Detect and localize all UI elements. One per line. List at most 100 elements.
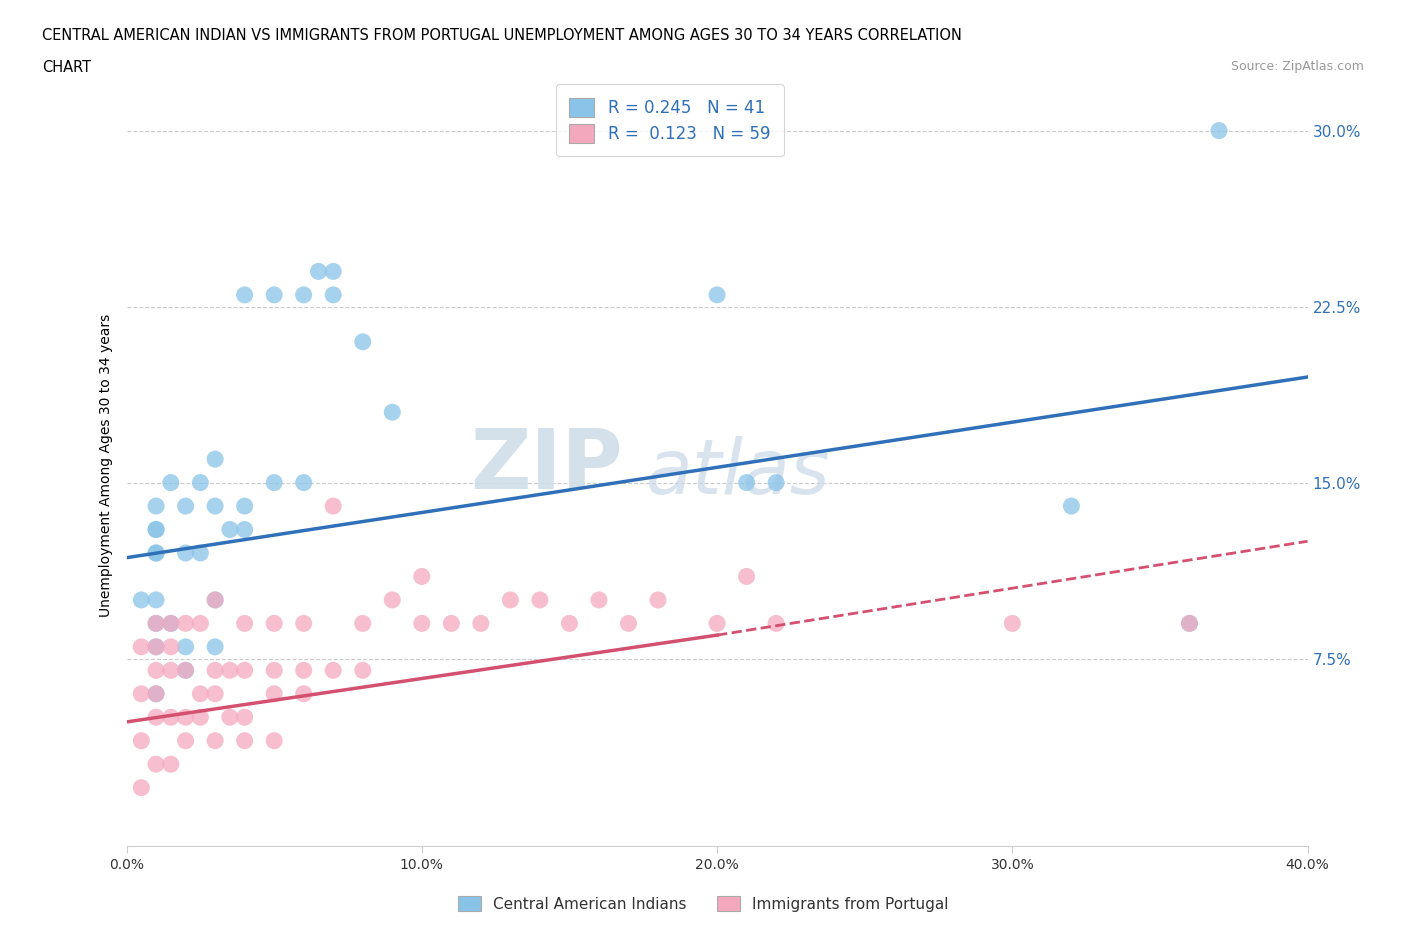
Point: [219, 522, 242, 537]
Text: Source: ZipAtlas.com: Source: ZipAtlas.com: [1230, 60, 1364, 73]
Point: [145, 592, 167, 607]
Point: [204, 640, 226, 655]
Y-axis label: Unemployment Among Ages 30 to 34 years: Unemployment Among Ages 30 to 34 years: [98, 313, 112, 617]
Point: [159, 475, 183, 490]
Point: [204, 498, 226, 513]
Point: [219, 663, 242, 678]
Point: [765, 475, 787, 490]
Legend: Central American Indians, Immigrants from Portugal: Central American Indians, Immigrants fro…: [451, 889, 955, 918]
Point: [174, 733, 197, 748]
Point: [145, 640, 167, 655]
Point: [1001, 616, 1024, 631]
Point: [263, 733, 285, 748]
Point: [765, 616, 787, 631]
Point: [706, 616, 728, 631]
Point: [292, 475, 315, 490]
Point: [129, 780, 153, 795]
Point: [188, 686, 211, 701]
Point: [145, 498, 167, 513]
Point: [129, 686, 153, 701]
Point: [440, 616, 463, 631]
Point: [381, 405, 404, 419]
Point: [145, 546, 167, 561]
Point: [735, 569, 758, 584]
Point: [233, 287, 256, 302]
Point: [233, 710, 256, 724]
Point: [322, 287, 344, 302]
Point: [188, 546, 211, 561]
Point: [129, 733, 153, 748]
Point: [204, 592, 226, 607]
Point: [145, 710, 167, 724]
Point: [411, 616, 433, 631]
Point: [470, 616, 492, 631]
Point: [588, 592, 610, 607]
Point: [159, 616, 183, 631]
Point: [233, 663, 256, 678]
Text: ZIP: ZIP: [470, 424, 623, 506]
Point: [352, 663, 374, 678]
Text: atlas: atlas: [647, 435, 831, 510]
Point: [529, 592, 551, 607]
Text: CENTRAL AMERICAN INDIAN VS IMMIGRANTS FROM PORTUGAL UNEMPLOYMENT AMONG AGES 30 T: CENTRAL AMERICAN INDIAN VS IMMIGRANTS FR…: [42, 28, 962, 43]
Point: [145, 616, 167, 631]
Point: [233, 733, 256, 748]
Point: [292, 616, 315, 631]
Point: [263, 663, 285, 678]
Point: [204, 733, 226, 748]
Point: [159, 640, 183, 655]
Point: [735, 475, 758, 490]
Point: [145, 522, 167, 537]
Point: [233, 498, 256, 513]
Point: [706, 287, 728, 302]
Point: [145, 757, 167, 772]
Point: [174, 640, 197, 655]
Point: [129, 592, 153, 607]
Point: [204, 452, 226, 467]
Point: [174, 616, 197, 631]
Point: [174, 498, 197, 513]
Point: [352, 616, 374, 631]
Point: [204, 686, 226, 701]
Point: [499, 592, 522, 607]
Point: [145, 522, 167, 537]
Point: [159, 757, 183, 772]
Point: [204, 663, 226, 678]
Point: [145, 686, 167, 701]
Point: [307, 264, 329, 279]
Point: [219, 710, 242, 724]
Text: CHART: CHART: [42, 60, 91, 75]
Point: [233, 616, 256, 631]
Point: [129, 640, 153, 655]
Point: [1060, 498, 1083, 513]
Point: [145, 616, 167, 631]
Point: [263, 287, 285, 302]
Point: [322, 498, 344, 513]
Point: [174, 663, 197, 678]
Point: [1178, 616, 1201, 631]
Point: [188, 616, 211, 631]
Point: [558, 616, 581, 631]
Point: [322, 663, 344, 678]
Point: [263, 475, 285, 490]
Point: [233, 522, 256, 537]
Point: [411, 569, 433, 584]
Point: [292, 663, 315, 678]
Point: [174, 710, 197, 724]
Legend: R = 0.245   N = 41, R =  0.123   N = 59: R = 0.245 N = 41, R = 0.123 N = 59: [555, 85, 783, 156]
Point: [159, 616, 183, 631]
Point: [188, 475, 211, 490]
Point: [263, 686, 285, 701]
Point: [617, 616, 640, 631]
Point: [145, 686, 167, 701]
Point: [322, 264, 344, 279]
Point: [292, 686, 315, 701]
Point: [292, 287, 315, 302]
Point: [174, 663, 197, 678]
Point: [1208, 123, 1230, 138]
Point: [647, 592, 669, 607]
Point: [159, 663, 183, 678]
Point: [204, 592, 226, 607]
Point: [188, 710, 211, 724]
Point: [263, 616, 285, 631]
